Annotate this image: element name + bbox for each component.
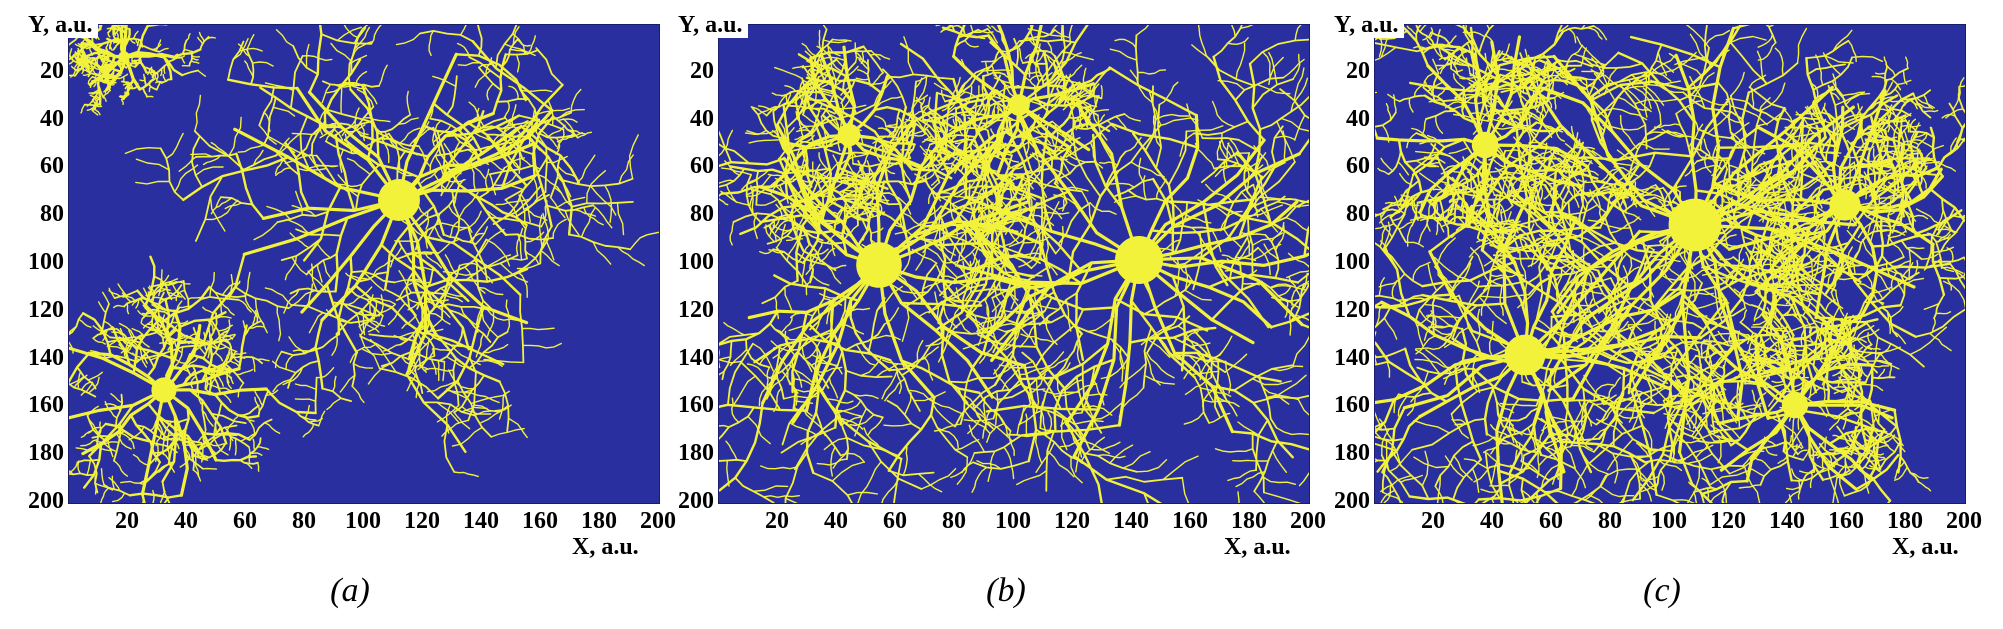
y-axis-label-b: Y, a.u. (676, 12, 749, 38)
y-tick-label-c: 60 (1346, 153, 1370, 180)
y-tick-label-c: 80 (1346, 201, 1370, 228)
x-tick-label-c: 20 (1421, 508, 1445, 534)
y-axis-label-c: Y, a.u. (1332, 12, 1405, 38)
x-tick-label-b: 200 (1290, 508, 1326, 534)
x-tick-label-c: 200 (1946, 508, 1982, 534)
y-tick-label-c: 200 (1334, 488, 1370, 514)
fractal-clusters-c (1375, 25, 1965, 503)
x-tick-label-a: 120 (404, 508, 440, 534)
x-tick-label-b: 60 (883, 508, 907, 534)
y-tick-label-a: 160 (28, 392, 64, 419)
x-tick-label-c: 60 (1539, 508, 1563, 534)
y-tick-label-c: 120 (1334, 296, 1370, 323)
x-tick-label-c: 180 (1887, 508, 1923, 534)
y-axis-label-a: Y, a.u. (26, 12, 99, 38)
x-tick-label-b: 160 (1172, 508, 1208, 534)
y-tick-label-a: 200 (28, 488, 64, 514)
y-tick-label-b: 120 (678, 296, 714, 323)
y-tick-label-c: 160 (1334, 392, 1370, 419)
y-tick-label-b: 140 (678, 344, 714, 371)
y-tick-label-a: 80 (40, 201, 64, 228)
y-tick-label-a: 60 (40, 153, 64, 180)
y-tick-label-a: 20 (40, 57, 64, 84)
x-axis-label-c: X, a.u. (1892, 534, 1959, 560)
x-tick-label-c: 140 (1769, 508, 1805, 534)
x-tick-label-a: 20 (115, 508, 139, 534)
x-tick-label-a: 60 (233, 508, 257, 534)
x-tick-label-b: 100 (995, 508, 1031, 534)
y-tick-label-c: 20 (1346, 57, 1370, 84)
fractal-clusters-b (719, 25, 1309, 503)
y-tick-label-b: 160 (678, 392, 714, 419)
fractal-clusters-a (69, 25, 659, 503)
y-tick-label-a: 120 (28, 296, 64, 323)
x-tick-label-b: 120 (1054, 508, 1090, 534)
panel-caption-a: (a) (330, 572, 370, 609)
y-tick-label-b: 180 (678, 440, 714, 467)
x-tick-label-c: 160 (1828, 508, 1864, 534)
panel-c: Y, a.u. X, a.u. (c) 20 40 60 80 100 120 140 160… (1312, 0, 1982, 629)
plot-area-b (718, 24, 1310, 504)
x-tick-label-b: 140 (1113, 508, 1149, 534)
panel-b: Y, a.u. X, a.u. (b) 20 40 60 80 100 120 140 160… (656, 0, 1326, 629)
panel-caption-c: (c) (1643, 572, 1681, 609)
plot-area-a (68, 24, 660, 504)
y-tick-label-b: 200 (678, 488, 714, 514)
x-tick-label-b: 20 (765, 508, 789, 534)
y-tick-label-a: 140 (28, 344, 64, 371)
y-tick-label-c: 140 (1334, 344, 1370, 371)
x-tick-label-b: 40 (824, 508, 848, 534)
x-tick-label-a: 40 (174, 508, 198, 534)
x-tick-label-b: 180 (1231, 508, 1267, 534)
y-tick-label-b: 80 (690, 201, 714, 228)
y-tick-label-a: 40 (40, 105, 64, 132)
x-tick-label-a: 160 (522, 508, 558, 534)
x-tick-label-a: 100 (345, 508, 381, 534)
x-tick-label-c: 40 (1480, 508, 1504, 534)
x-tick-label-a: 80 (292, 508, 316, 534)
y-tick-label-b: 20 (690, 57, 714, 84)
y-tick-label-c: 100 (1334, 249, 1370, 275)
y-tick-label-b: 40 (690, 105, 714, 132)
x-tick-label-a: 180 (581, 508, 617, 534)
y-tick-label-b: 60 (690, 153, 714, 180)
plot-area-c (1374, 24, 1966, 504)
panel-caption-b: (b) (986, 572, 1026, 609)
x-axis-label-b: X, a.u. (1224, 534, 1291, 560)
y-tick-label-b: 100 (678, 249, 714, 275)
x-axis-label-a: X, a.u. (572, 534, 639, 560)
panel-a: Y, a.u. X, a.u. (a) 20 40 60 80 100 120 140 160… (0, 0, 676, 629)
x-tick-label-a: 200 (640, 508, 676, 534)
y-tick-label-a: 180 (28, 440, 64, 467)
x-tick-label-c: 80 (1598, 508, 1622, 534)
y-tick-label-c: 180 (1334, 440, 1370, 467)
y-tick-label-a: 100 (28, 249, 64, 275)
y-tick-label-c: 40 (1346, 105, 1370, 132)
x-tick-label-c: 100 (1651, 508, 1687, 534)
x-tick-label-a: 140 (463, 508, 499, 534)
x-tick-label-c: 120 (1710, 508, 1746, 534)
x-tick-label-b: 80 (942, 508, 966, 534)
